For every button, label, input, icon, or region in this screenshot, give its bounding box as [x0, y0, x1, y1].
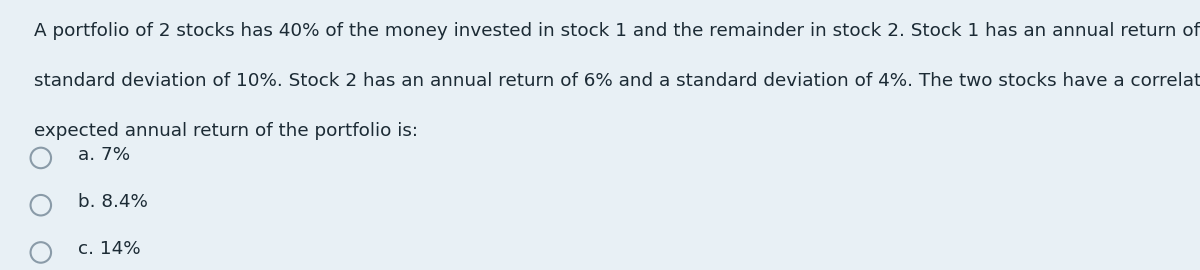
Text: a. 7%: a. 7%: [78, 146, 130, 164]
Text: expected annual return of the portfolio is:: expected annual return of the portfolio …: [34, 122, 418, 140]
Text: b. 8.4%: b. 8.4%: [78, 193, 148, 211]
Text: c. 14%: c. 14%: [78, 240, 140, 258]
Text: standard deviation of 10%. Stock 2 has an annual return of 6% and a standard dev: standard deviation of 10%. Stock 2 has a…: [34, 72, 1200, 90]
Ellipse shape: [30, 195, 52, 215]
Ellipse shape: [30, 148, 52, 168]
Ellipse shape: [30, 242, 52, 263]
Text: A portfolio of 2 stocks has 40% of the money invested in stock 1 and the remaind: A portfolio of 2 stocks has 40% of the m…: [34, 22, 1200, 40]
